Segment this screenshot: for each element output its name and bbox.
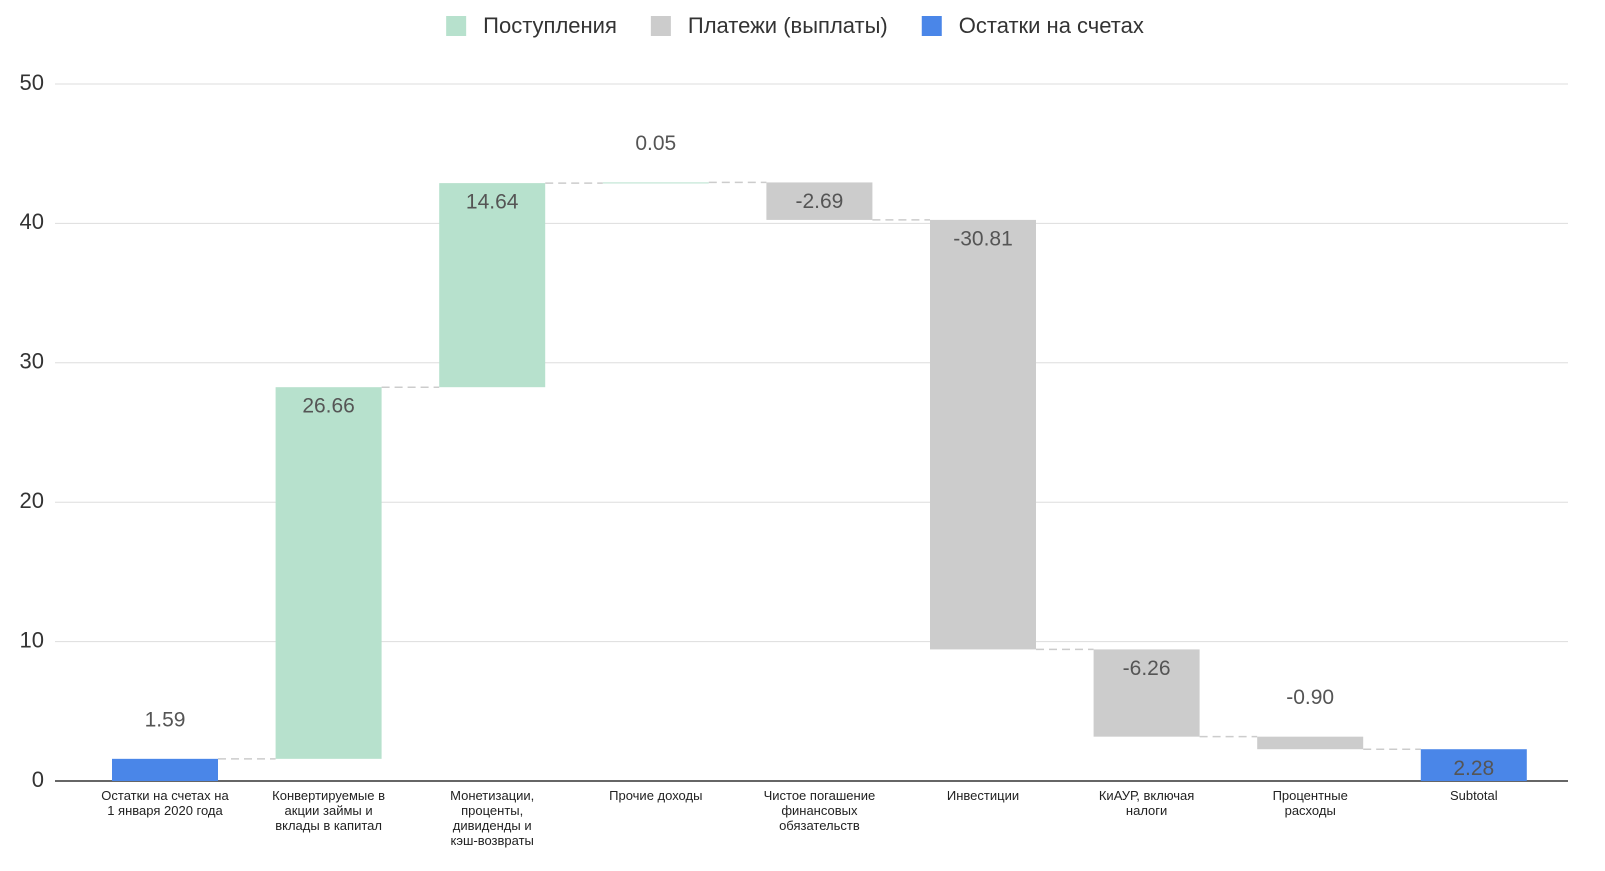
legend-swatch — [650, 16, 671, 36]
x-tick-label: Монетизации, проценты, дивиденды и кэш-возв… — [450, 788, 534, 848]
y-tick-label: 10 — [20, 627, 44, 652]
legend-label: Поступления — [483, 13, 617, 38]
value-label: -6.26 — [1123, 657, 1171, 680]
x-tick-label: Чистое погашение финансовых обязательств — [764, 788, 876, 833]
bar — [112, 758, 218, 781]
y-tick-label: 30 — [20, 349, 44, 374]
bar — [1093, 649, 1200, 737]
y-tick-label: 50 — [20, 70, 44, 95]
x-tick-label: Процентные расходы — [1273, 788, 1348, 818]
legend: Поступления Платежи (выплаты) Остатки на с… — [446, 13, 1144, 38]
value-label: -30.81 — [953, 227, 1013, 250]
bar — [275, 387, 382, 759]
value-label: 0.05 — [635, 132, 676, 155]
value-label: 2.28 — [1453, 757, 1494, 780]
value-label: -0.90 — [1286, 686, 1334, 709]
value-label: 1.59 — [145, 708, 186, 731]
x-tick-label: Инвестиции — [947, 788, 1019, 803]
legend-swatch — [921, 16, 942, 36]
bar — [439, 183, 546, 388]
legend-label: Остатки на счетах — [959, 13, 1144, 38]
y-tick-label: 40 — [20, 209, 44, 234]
y-tick-label: 20 — [20, 488, 44, 513]
x-tick-label: КиАУР, включая налоги — [1099, 788, 1194, 818]
legend-label: Платежи (выплаты) — [688, 13, 888, 38]
value-label: 14.64 — [466, 191, 519, 214]
bar — [1420, 749, 1527, 781]
x-tick-label: Конвертируемые в акции займы и вклады в ка… — [272, 788, 385, 833]
legend-swatch — [446, 16, 467, 36]
x-tick-label: Subtotal — [1450, 788, 1498, 803]
bar — [1257, 736, 1364, 750]
bar — [766, 182, 873, 220]
value-label: 26.66 — [302, 395, 355, 418]
bar — [930, 219, 1036, 650]
y-tick-label: 0 — [32, 767, 44, 792]
value-label: -2.69 — [795, 190, 843, 213]
bar — [602, 182, 709, 184]
x-tick-label: Остатки на счетах на 1 января 2020 года — [101, 788, 229, 818]
x-tick-label: Прочие доходы — [609, 788, 702, 803]
